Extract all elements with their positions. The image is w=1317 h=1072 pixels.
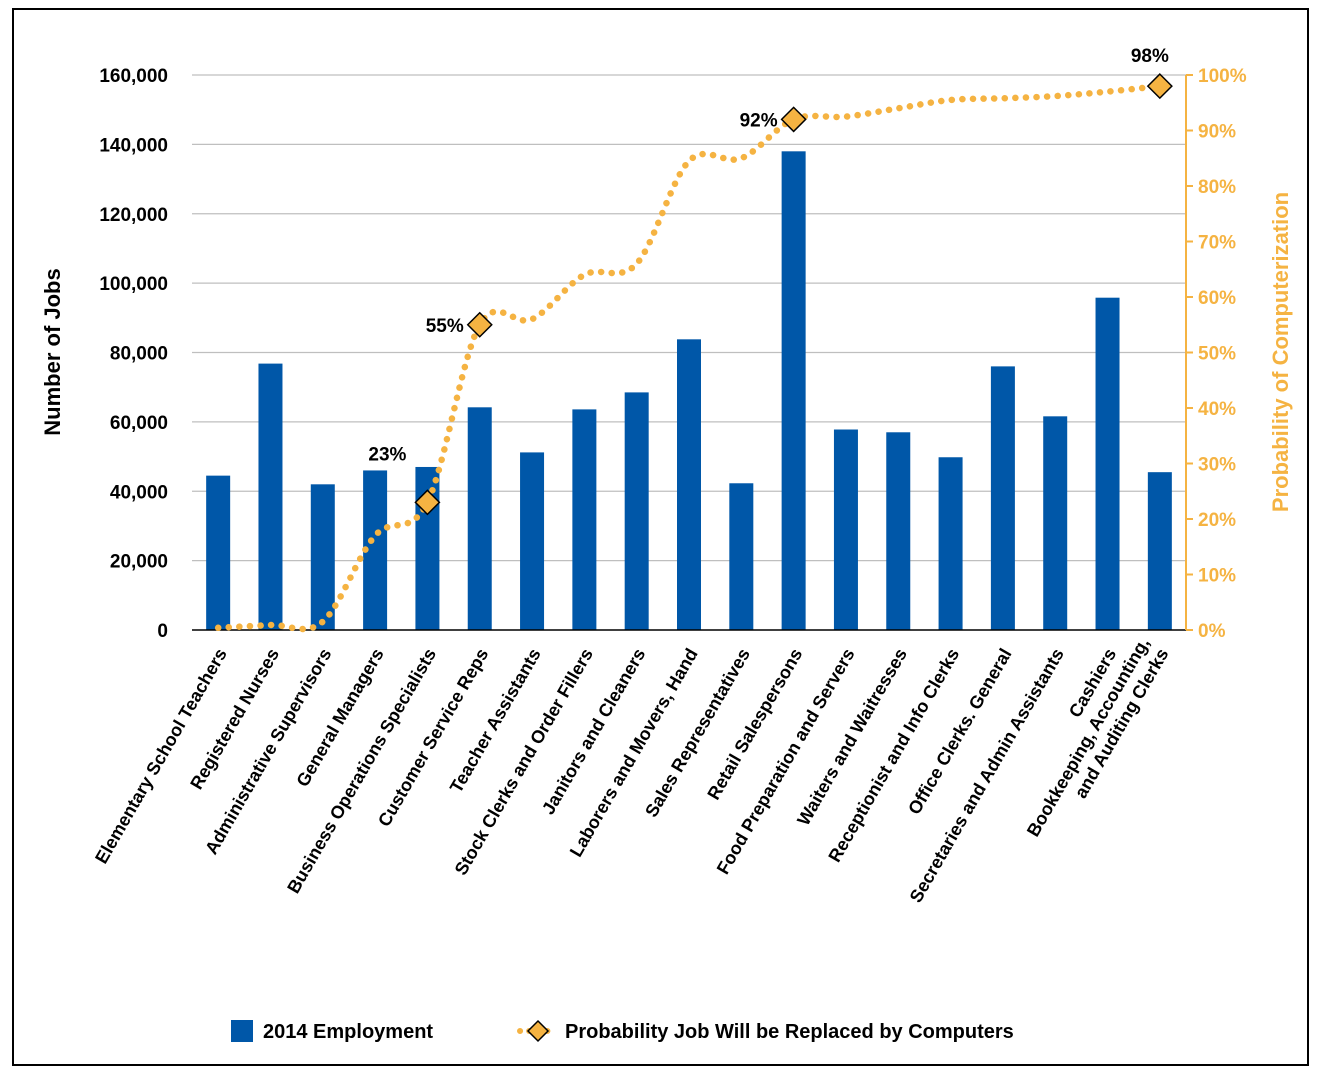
bar-series [206, 151, 1172, 630]
y-right-tick-label: 10% [1198, 566, 1236, 587]
legend-label-probability: Probability Job Will be Replaced by Comp… [565, 1021, 1014, 1043]
y-left-tick-label: 140,000 [99, 135, 168, 156]
bar [677, 339, 701, 630]
labels: 23% 55% 92% 98% [368, 46, 1169, 465]
y-left-tick-label: 160,000 [99, 66, 168, 87]
y-right-tick-label: 20% [1198, 510, 1236, 531]
y-right-tick-label: 0% [1198, 621, 1226, 642]
bar [833, 429, 858, 630]
bar [1043, 416, 1068, 630]
x-tick-label-line: Janitors and Cleaners [538, 645, 649, 818]
legend-label-employment: 2014 Employment [263, 1021, 433, 1043]
x-tick-label: Sales Representatives [641, 645, 754, 821]
y-right-tick-label: 80% [1198, 177, 1236, 198]
bar [206, 475, 231, 630]
y-left-tick-label: 100,000 [99, 274, 168, 295]
bar [886, 432, 911, 630]
y-right-tick-label: 50% [1198, 344, 1236, 365]
x-tick-label-line: Sales Representatives [641, 645, 754, 821]
bar [572, 409, 597, 630]
bar [1095, 297, 1120, 630]
x-tick-label-line: Office Clerks. General [904, 645, 1015, 818]
x-tick-label: Teacher Assistants [446, 645, 545, 796]
data-label: 98% [1131, 46, 1169, 67]
data-label: 23% [368, 444, 406, 465]
probability-series [214, 73, 1173, 633]
y-right-tick-label: 40% [1198, 399, 1236, 420]
legend: 2014 Employment Probability Job Will be … [231, 1019, 1014, 1043]
x-tick-label: Retail Salespersons [703, 645, 806, 803]
y-right-tick-label: 100% [1198, 66, 1247, 87]
bar [310, 484, 335, 630]
y-left-tick-label: 20,000 [110, 552, 168, 573]
y-left-tick-label: 40,000 [110, 482, 168, 503]
y-axis-left-title: Number of Jobs [40, 268, 65, 435]
y-axis-right-title: Probability of Computerization [1268, 192, 1293, 512]
y-right-tick-label: 30% [1198, 455, 1236, 476]
bar [781, 151, 806, 630]
bar [938, 457, 963, 630]
legend-swatch-employment [231, 1020, 253, 1042]
probability-marker [466, 311, 493, 338]
y-right-tick-label: 60% [1198, 288, 1236, 309]
x-tick-label: Office Clerks. General [904, 645, 1015, 818]
data-label: 55% [426, 316, 464, 337]
x-tick-label: Janitors and Cleaners [538, 645, 649, 818]
probability-marker [780, 106, 807, 133]
data-label: 92% [740, 110, 778, 131]
bar [258, 363, 283, 630]
x-tick-label-line: Teacher Assistants [446, 645, 545, 796]
y-right-tick-label: 70% [1198, 233, 1236, 254]
y-left-tick-label: 0 [157, 621, 168, 642]
x-tick-label-line: Retail Salespersons [703, 645, 806, 803]
bar [729, 483, 754, 630]
y-right-tick-label: 90% [1198, 122, 1236, 143]
bar [990, 366, 1015, 630]
probability-marker [1146, 73, 1173, 100]
probability-marker [414, 489, 441, 516]
y-left-tick-label: 60,000 [110, 413, 168, 434]
bar [624, 392, 649, 630]
legend-marker-probability [526, 1019, 550, 1043]
y-left-tick-label: 120,000 [99, 205, 168, 226]
bar [1147, 472, 1172, 630]
bar [467, 407, 492, 630]
bar [520, 452, 545, 630]
y-left-tick-label: 80,000 [110, 344, 168, 365]
